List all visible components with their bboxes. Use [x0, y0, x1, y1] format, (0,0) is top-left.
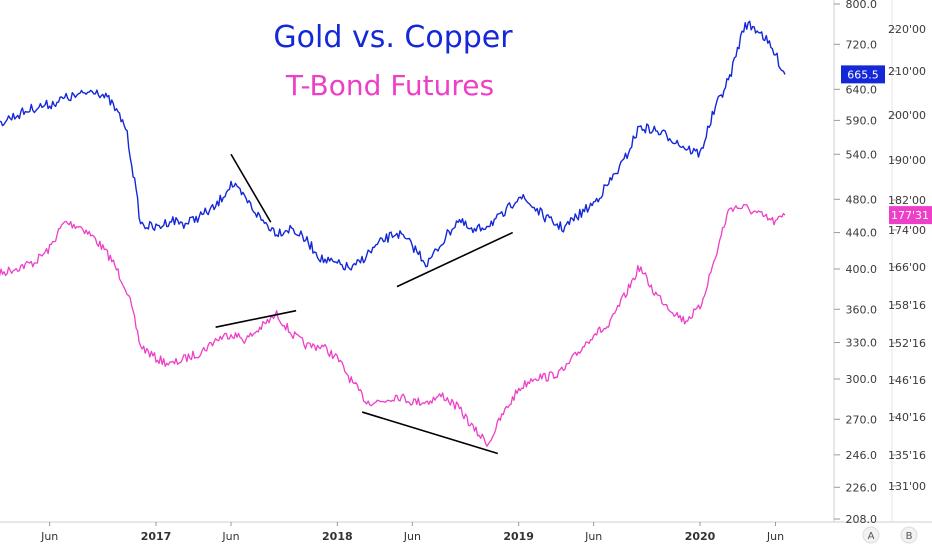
- right-tick-label: 210'00: [888, 65, 926, 78]
- left-tick-label: 300.0: [846, 373, 878, 386]
- trendline: [396, 231, 514, 288]
- chart-title: Gold vs. Copper: [273, 20, 513, 55]
- chart-subtitle: T-Bond Futures: [285, 69, 494, 102]
- last-value-badge-gold-copper: [841, 65, 885, 84]
- time-scale[interactable]: Jun 2017 Jun 2018 Jun 2019 Jun 2020 Jun: [40, 522, 784, 543]
- right-tick-label: 146'16: [888, 374, 926, 387]
- corner-button-a[interactable]: A: [862, 526, 880, 544]
- x-tick-label: 2019: [503, 530, 534, 543]
- last-value-label-tbond: 177'31: [891, 209, 929, 222]
- right-tick-label: 135'16: [888, 449, 926, 462]
- left-price-scale[interactable]: 800.0 720.0 640.0 590.0 540.0 480.0 440.0 400.0…: [834, 0, 877, 526]
- left-tick-label: 270.0: [846, 413, 878, 426]
- x-tick-label: 2017: [141, 530, 172, 543]
- left-tick-label: 360.0: [846, 303, 878, 316]
- left-tick-label: 590.0: [846, 114, 878, 127]
- right-tick-label: 166'00: [888, 261, 926, 274]
- corner-button-b[interactable]: B: [900, 526, 918, 544]
- trendline: [230, 153, 272, 223]
- last-value-badge-tbond: [889, 206, 932, 225]
- right-tick-label: 158'16: [888, 299, 926, 312]
- last-value-label-gold-copper: 665.5: [847, 68, 879, 81]
- right-price-scale[interactable]: 220'00 210'00 200'00 190'00 182'00 174'00 166'…: [888, 23, 926, 493]
- x-tick-label: 2018: [322, 530, 353, 543]
- x-tick-label: Jun: [403, 530, 421, 543]
- left-tick-label: 208.0: [846, 513, 878, 526]
- svg-text:B: B: [906, 531, 913, 542]
- x-tick-label: 2020: [685, 530, 716, 543]
- left-tick-label: 480.0: [846, 193, 878, 206]
- left-tick-label: 800.0: [846, 0, 878, 11]
- x-tick-label: Jun: [221, 530, 239, 543]
- right-tick-label: 200'00: [888, 109, 926, 122]
- x-tick-label: Jun: [766, 530, 784, 543]
- right-tick-label: 152'16: [888, 337, 926, 350]
- series-line-tbond-futures: [0, 203, 786, 447]
- right-tick-label: 190'00: [888, 154, 926, 167]
- right-tick-label: 174'00: [888, 224, 926, 237]
- trendline: [361, 411, 499, 455]
- left-tick-label: 440.0: [846, 227, 878, 240]
- left-tick-label: 400.0: [846, 263, 878, 276]
- trendline: [215, 309, 297, 328]
- right-tick-label: 220'00: [888, 23, 926, 36]
- x-tick-label: Jun: [40, 530, 58, 543]
- right-tick-label: 131'00: [888, 480, 926, 493]
- right-tick-label: 182'00: [888, 194, 926, 207]
- left-tick-label: 640.0: [846, 83, 878, 96]
- x-tick-label: Jun: [584, 530, 602, 543]
- left-tick-label: 226.0: [846, 481, 878, 494]
- left-tick-label: 330.0: [846, 337, 878, 350]
- svg-text:A: A: [868, 531, 875, 542]
- series-line-gold-vs-copper: [0, 20, 786, 271]
- left-tick-label: 540.0: [846, 148, 878, 161]
- right-tick-label: 140'16: [888, 411, 926, 424]
- left-tick-label: 246.0: [846, 449, 878, 462]
- left-tick-label: 720.0: [846, 38, 878, 51]
